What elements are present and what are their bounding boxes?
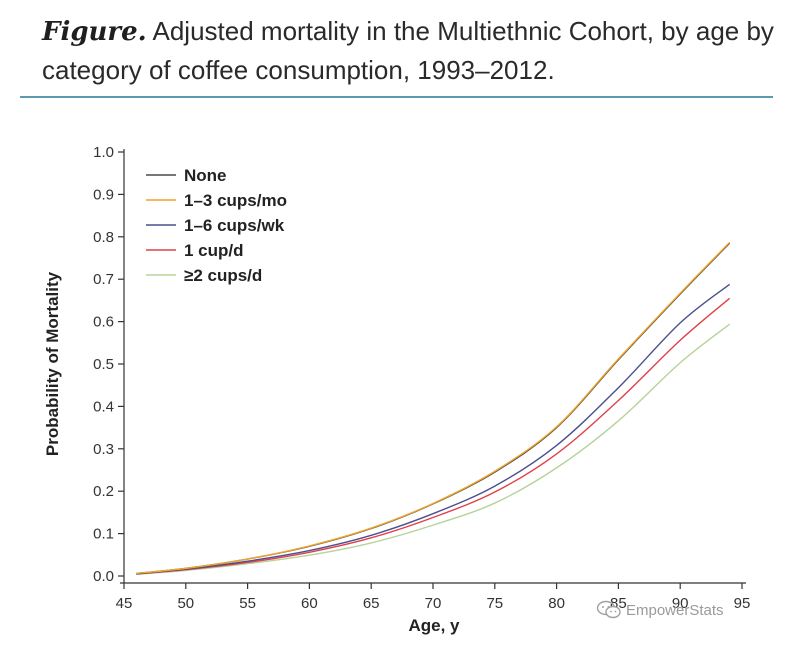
x-tick-label: 55 xyxy=(239,595,256,612)
legend-label: 1–3 cups/mo xyxy=(184,191,287,210)
y-tick-label: 0.4 xyxy=(93,398,114,415)
y-tick-label: 1.0 xyxy=(93,144,114,161)
y-tick-label: 0.3 xyxy=(93,441,114,458)
y-tick-label: 0.7 xyxy=(93,271,114,288)
watermark: EmpowerStats xyxy=(596,600,724,620)
figure-label: Figure. xyxy=(42,17,147,47)
x-tick-label: 75 xyxy=(486,595,503,612)
watermark-text: EmpowerStats xyxy=(626,601,724,619)
x-tick-label: 90 xyxy=(672,595,689,612)
x-tick-label: 50 xyxy=(177,595,194,612)
y-tick-label: 0.8 xyxy=(93,229,114,246)
figure-caption-text: Adjusted mortality in the Multiethnic Co… xyxy=(42,16,774,85)
series-line xyxy=(136,241,731,575)
x-tick-label: 95 xyxy=(734,595,751,612)
x-tick-label: 80 xyxy=(548,595,565,612)
series-line xyxy=(136,323,731,575)
x-tick-label: 70 xyxy=(425,595,442,612)
y-tick-label: 0.9 xyxy=(93,186,114,203)
x-axis-title: Age, y xyxy=(408,616,460,635)
x-tick-label: 45 xyxy=(116,595,133,612)
y-tick-label: 0.5 xyxy=(93,356,114,373)
series-line xyxy=(136,242,731,575)
y-tick-label: 0.2 xyxy=(93,483,114,500)
figure-header: Figure. Adjusted mortality in the Multie… xyxy=(20,0,774,98)
x-tick-label: 60 xyxy=(301,595,318,612)
wechat-icon xyxy=(596,600,621,619)
series-line xyxy=(136,297,731,575)
legend-label: None xyxy=(184,166,227,185)
x-tick-label: 65 xyxy=(363,595,380,612)
legend-label: 1–6 cups/wk xyxy=(184,216,285,235)
legend-label: ≥2 cups/d xyxy=(184,266,262,285)
series-line xyxy=(136,283,731,575)
y-tick-label: 0.6 xyxy=(93,314,114,331)
y-tick-label: 0.1 xyxy=(93,526,114,543)
y-axis-title: Probability of Mortality xyxy=(43,271,62,456)
legend-label: 1 cup/d xyxy=(184,241,244,260)
y-tick-label: 0.0 xyxy=(93,568,114,585)
figure-caption: Figure. Adjusted mortality in the Multie… xyxy=(42,12,782,89)
